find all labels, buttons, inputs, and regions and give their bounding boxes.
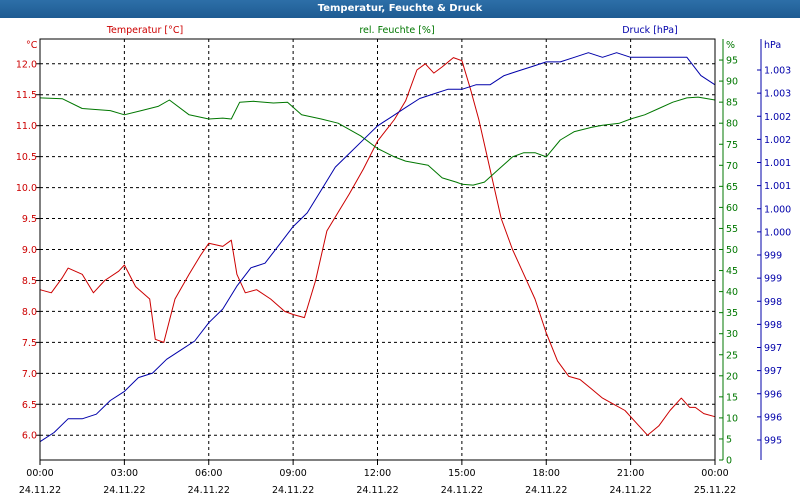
y-tick-label-humidity: 0 <box>726 456 732 467</box>
y-tick-label-pressure: 1.003 <box>764 89 791 100</box>
y-tick-label-pressure: 998 <box>764 320 782 331</box>
y-tick-label-temperature: 6.5 <box>22 400 37 411</box>
x-tick-time-label: 15:00 <box>448 468 475 479</box>
y-tick-label-humidity: 65 <box>726 182 738 193</box>
x-tick-time-label: 00:00 <box>26 468 53 479</box>
y-tick-label-humidity: 50 <box>726 245 738 256</box>
y-tick-label-temperature: 11.5 <box>16 90 37 101</box>
x-tick-time-label: 18:00 <box>533 468 560 479</box>
y-tick-label-pressure: 1.002 <box>764 135 791 146</box>
x-tick-date-label: 25.11.22 <box>694 485 736 496</box>
x-tick-time-label: 03:00 <box>111 468 138 479</box>
y-tick-label-pressure: 999 <box>764 274 782 285</box>
y-tick-label-humidity: 85 <box>726 98 738 109</box>
x-tick-date-label: 24.11.22 <box>103 485 145 496</box>
y-tick-label-temperature: 12.0 <box>16 59 37 70</box>
y-tick-label-pressure: 1.000 <box>764 227 791 238</box>
axis-layer <box>36 38 762 465</box>
x-tick-time-label: 09:00 <box>279 468 306 479</box>
x-tick-date-label: 24.11.22 <box>441 485 483 496</box>
x-tick-date-label: 24.11.22 <box>188 485 230 496</box>
y-tick-label-pressure: 1.003 <box>764 66 791 77</box>
y-tick-label-humidity: 75 <box>726 140 738 151</box>
humidity-unit-label: % <box>726 40 735 51</box>
y-tick-label-humidity: 30 <box>726 329 738 340</box>
x-tick-date-label: 24.11.22 <box>525 485 567 496</box>
y-tick-label-temperature: 10.0 <box>16 183 37 194</box>
chart-title-bar: Temperatur, Feuchte & Druck <box>0 0 800 18</box>
y-tick-label-humidity: 10 <box>726 413 738 424</box>
temperature-unit-label: °C <box>26 40 38 51</box>
temperature-series-line <box>39 57 716 436</box>
label-layer: 00:00 24.11.22 03:00 24.11.22 06:00 24.11.22 0… <box>16 25 791 496</box>
y-tick-label-humidity: 15 <box>726 392 738 403</box>
y-tick-label-humidity: 5 <box>726 434 732 445</box>
y-tick-label-temperature: 8.0 <box>22 307 37 318</box>
temperature-axis-title: Temperatur [°C] <box>106 25 183 36</box>
pressure-unit-label: hPa <box>764 40 781 51</box>
y-tick-label-pressure: 995 <box>764 436 782 447</box>
y-tick-label-temperature: 10.5 <box>16 152 37 163</box>
y-tick-label-humidity: 90 <box>726 77 738 88</box>
y-tick-label-temperature: 11.0 <box>16 121 37 132</box>
x-tick-time-label: 00:00 <box>701 468 728 479</box>
y-tick-label-humidity: 40 <box>726 287 738 298</box>
y-tick-label-pressure: 997 <box>764 343 782 354</box>
grid-layer <box>40 39 715 460</box>
y-tick-label-pressure: 997 <box>764 366 782 377</box>
y-tick-label-pressure: 996 <box>764 389 782 400</box>
y-tick-label-pressure: 996 <box>764 412 782 423</box>
y-tick-label-humidity: 45 <box>726 266 738 277</box>
y-tick-label-humidity: 60 <box>726 203 738 214</box>
y-tick-label-temperature: 7.5 <box>22 338 37 349</box>
y-tick-label-pressure: 1.001 <box>764 158 791 169</box>
y-tick-label-pressure: 1.002 <box>764 112 791 123</box>
chart-title: Temperatur, Feuchte & Druck <box>317 3 483 14</box>
y-tick-label-humidity: 20 <box>726 371 738 382</box>
humidity-axis-title: rel. Feuchte [%] <box>359 25 434 36</box>
y-tick-label-pressure: 1.000 <box>764 204 791 215</box>
y-tick-label-temperature: 6.0 <box>22 431 37 442</box>
y-tick-label-pressure: 999 <box>764 251 782 262</box>
x-tick-date-label: 24.11.22 <box>19 485 61 496</box>
y-tick-label-humidity: 35 <box>726 308 738 319</box>
y-tick-label-humidity: 55 <box>726 224 738 235</box>
series-layer <box>39 52 716 443</box>
x-tick-time-label: 12:00 <box>364 468 391 479</box>
x-tick-date-label: 24.11.22 <box>609 485 651 496</box>
y-tick-label-humidity: 95 <box>726 56 738 67</box>
y-tick-label-humidity: 25 <box>726 350 738 361</box>
humidity-series-line <box>39 96 716 186</box>
x-tick-time-label: 21:00 <box>617 468 644 479</box>
x-tick-time-label: 06:00 <box>195 468 222 479</box>
x-tick-date-label: 24.11.22 <box>272 485 314 496</box>
y-tick-label-temperature: 9.0 <box>22 245 37 256</box>
y-tick-label-temperature: 9.5 <box>22 214 37 225</box>
y-tick-label-humidity: 80 <box>726 119 738 130</box>
y-tick-label-humidity: 70 <box>726 161 738 172</box>
y-tick-label-pressure: 998 <box>764 297 782 308</box>
y-tick-label-pressure: 1.001 <box>764 181 791 192</box>
y-tick-label-temperature: 8.5 <box>22 276 37 287</box>
y-tick-label-temperature: 7.0 <box>22 369 37 380</box>
pressure-axis-title: Druck [hPa] <box>622 25 678 36</box>
x-tick-date-label: 24.11.22 <box>356 485 398 496</box>
pressure-series-line <box>39 52 716 443</box>
